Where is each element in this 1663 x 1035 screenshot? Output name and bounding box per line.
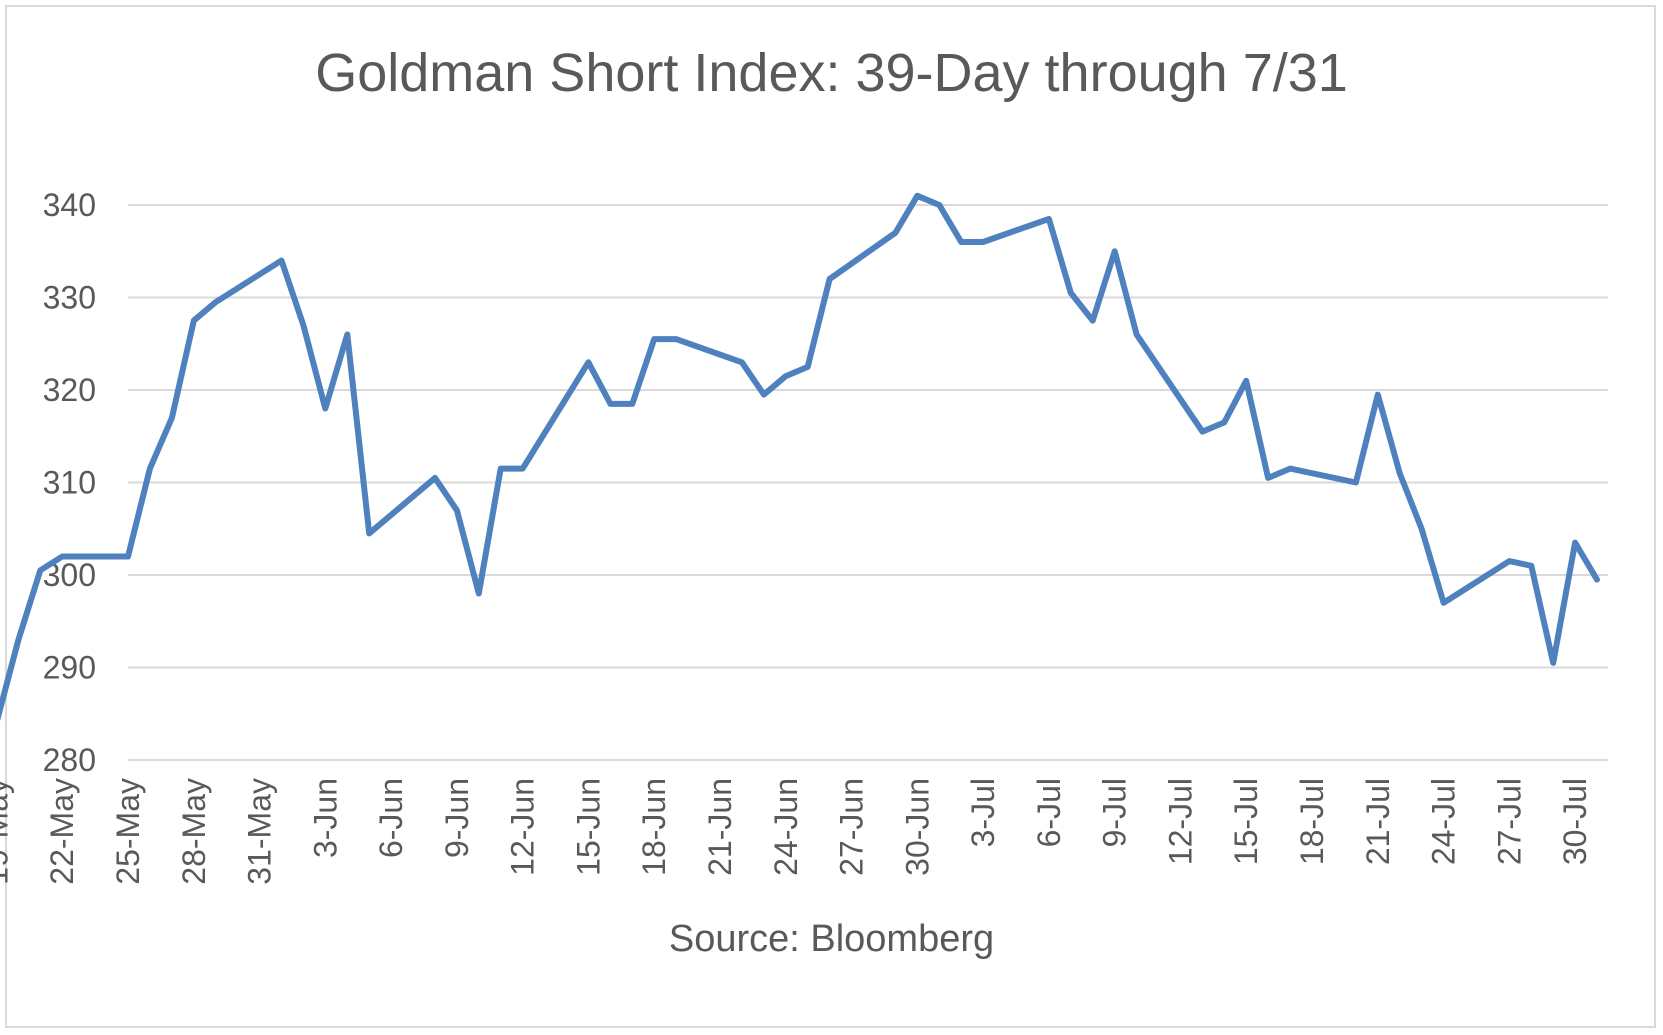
x-tick-label: 12-Jun	[505, 778, 541, 876]
x-tick-label: 24-Jul	[1426, 778, 1462, 865]
x-tick-label: 18-Jun	[636, 778, 672, 876]
y-tick-label: 340	[43, 187, 96, 223]
x-axis-label: Source: Bloomberg	[668, 918, 995, 960]
x-tick-label: 30-Jun	[899, 778, 935, 876]
series-line-0	[0, 192, 1600, 722]
x-tick-label: 6-Jul	[1031, 778, 1067, 847]
x-tick-label: 27-Jun	[834, 778, 870, 876]
y-tick-label: 320	[43, 372, 96, 408]
x-tick-label: 21-Jul	[1360, 778, 1396, 865]
chart-title: Goldman Short Index: 39-Day through 7/31	[315, 43, 1348, 103]
x-tick-label: 3-Jul	[965, 778, 1001, 847]
x-tick-label: 30-Jul	[1557, 778, 1593, 865]
x-tick-label: 31-May	[242, 778, 278, 885]
x-tick-label: 22-May	[44, 778, 80, 885]
y-tick-label: 310	[43, 465, 96, 501]
x-tick-label: 15-Jul	[1228, 778, 1264, 865]
y-tick-label: 330	[43, 280, 96, 316]
x-tick-label: 27-Jul	[1491, 778, 1527, 865]
x-tick-label: 21-Jun	[702, 778, 738, 876]
x-tick-label: 24-Jun	[768, 778, 804, 876]
x-tick-label: 19-May	[0, 778, 14, 885]
x-axis-ticks: 19-May 22-May 25-May 28-May 31-May 3-Jun 6-Jun…	[0, 778, 1593, 885]
x-tick-label: 12-Jul	[1162, 778, 1198, 865]
x-tick-label: 9-Jun	[439, 778, 475, 858]
series-group	[0, 192, 1600, 722]
x-tick-label: 28-May	[176, 778, 212, 885]
gridlines	[128, 204, 1608, 761]
y-tick-label: 290	[43, 650, 96, 686]
x-tick-label: 18-Jul	[1294, 778, 1330, 865]
x-tick-label: 9-Jul	[1097, 778, 1133, 847]
x-tick-label: 15-Jun	[570, 778, 606, 876]
x-tick-label: 6-Jun	[373, 778, 409, 858]
chart-frame	[5, 5, 1656, 1028]
x-tick-label: 25-May	[110, 778, 146, 885]
y-tick-label: 280	[43, 742, 96, 778]
x-tick-label: 3-Jun	[307, 778, 343, 858]
